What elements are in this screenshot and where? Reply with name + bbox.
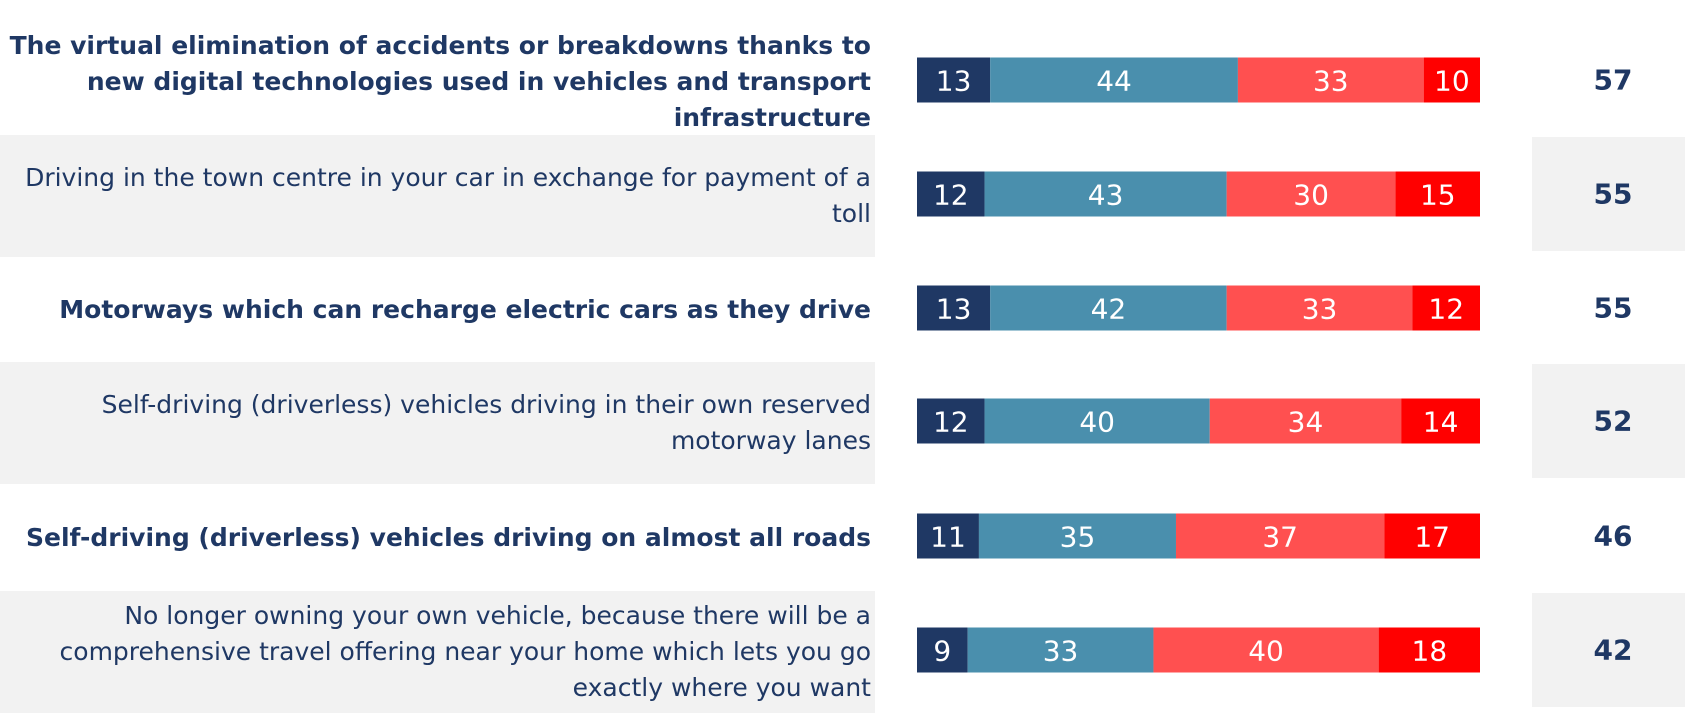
total-band — [1532, 593, 1685, 707]
segment-label: 33 — [1313, 65, 1349, 98]
bar-segment — [990, 57, 1238, 103]
total-label: 57 — [1594, 64, 1633, 97]
bar-segment — [1237, 57, 1424, 103]
segment-label: 12 — [933, 406, 969, 439]
segment-label: 18 — [1412, 635, 1448, 668]
bar-segment — [917, 398, 985, 444]
total-band — [1532, 137, 1685, 251]
segment-label: 9 — [933, 635, 951, 668]
bar-segment — [917, 513, 979, 559]
bar-segment — [1226, 171, 1396, 217]
bar-segment — [1175, 513, 1385, 559]
bar-segment — [917, 57, 991, 103]
segment-label: 17 — [1414, 521, 1450, 554]
bar-segment — [978, 513, 1176, 559]
category-label: The virtual elimination of accidents or … — [9, 31, 871, 132]
category-label: Driving in the town centre in your car i… — [25, 163, 871, 228]
segment-label: 13 — [936, 293, 972, 326]
segment-label: 40 — [1248, 635, 1284, 668]
bar-segment — [1209, 398, 1402, 444]
bar-segment — [1395, 171, 1480, 217]
segment-label: 12 — [1428, 293, 1464, 326]
bar-segment — [967, 627, 1154, 673]
row-band — [0, 135, 875, 257]
segment-label: 14 — [1423, 406, 1459, 439]
segment-label: 34 — [1288, 406, 1324, 439]
total-label: 46 — [1594, 520, 1633, 553]
segment-label: 35 — [1060, 521, 1096, 554]
total-label: 52 — [1594, 405, 1633, 438]
segment-label: 40 — [1079, 406, 1115, 439]
row-band — [0, 362, 875, 484]
category-label: No longer owning your own vehicle, becau… — [59, 601, 871, 702]
segment-label: 33 — [1043, 635, 1079, 668]
bar-segment — [1378, 627, 1480, 673]
bar-segment — [990, 285, 1227, 331]
total-label: 55 — [1594, 292, 1633, 325]
segment-label: 30 — [1293, 179, 1329, 212]
segment-label: 33 — [1302, 293, 1338, 326]
bar-segment — [1401, 398, 1480, 444]
bar-segment — [1226, 285, 1413, 331]
bar-segment — [984, 398, 1210, 444]
segment-label: 15 — [1420, 179, 1456, 212]
bar-segment — [917, 627, 968, 673]
bar-segment — [1423, 57, 1480, 103]
category-label: Self-driving (driverless) vehicles drivi… — [101, 390, 871, 455]
category-label: Self-driving (driverless) vehicles drivi… — [26, 523, 871, 552]
total-label: 55 — [1594, 178, 1633, 211]
bar-segment — [1412, 285, 1480, 331]
bar-segment — [1384, 513, 1480, 559]
segment-label: 10 — [1434, 65, 1470, 98]
segment-label: 37 — [1262, 521, 1298, 554]
bar-segment — [1153, 627, 1379, 673]
bar-segment — [917, 171, 985, 217]
segment-label: 42 — [1091, 293, 1127, 326]
segment-label: 13 — [936, 65, 972, 98]
bar-segment — [984, 171, 1227, 217]
bar-segment — [917, 285, 991, 331]
category-label: Motorways which can recharge electric ca… — [59, 295, 871, 324]
total-band — [1532, 364, 1685, 478]
total-label: 42 — [1594, 634, 1633, 667]
segment-label: 11 — [930, 521, 966, 554]
row-band — [0, 591, 875, 713]
segment-label: 12 — [933, 179, 969, 212]
segment-label: 43 — [1088, 179, 1124, 212]
segment-label: 44 — [1096, 65, 1132, 98]
